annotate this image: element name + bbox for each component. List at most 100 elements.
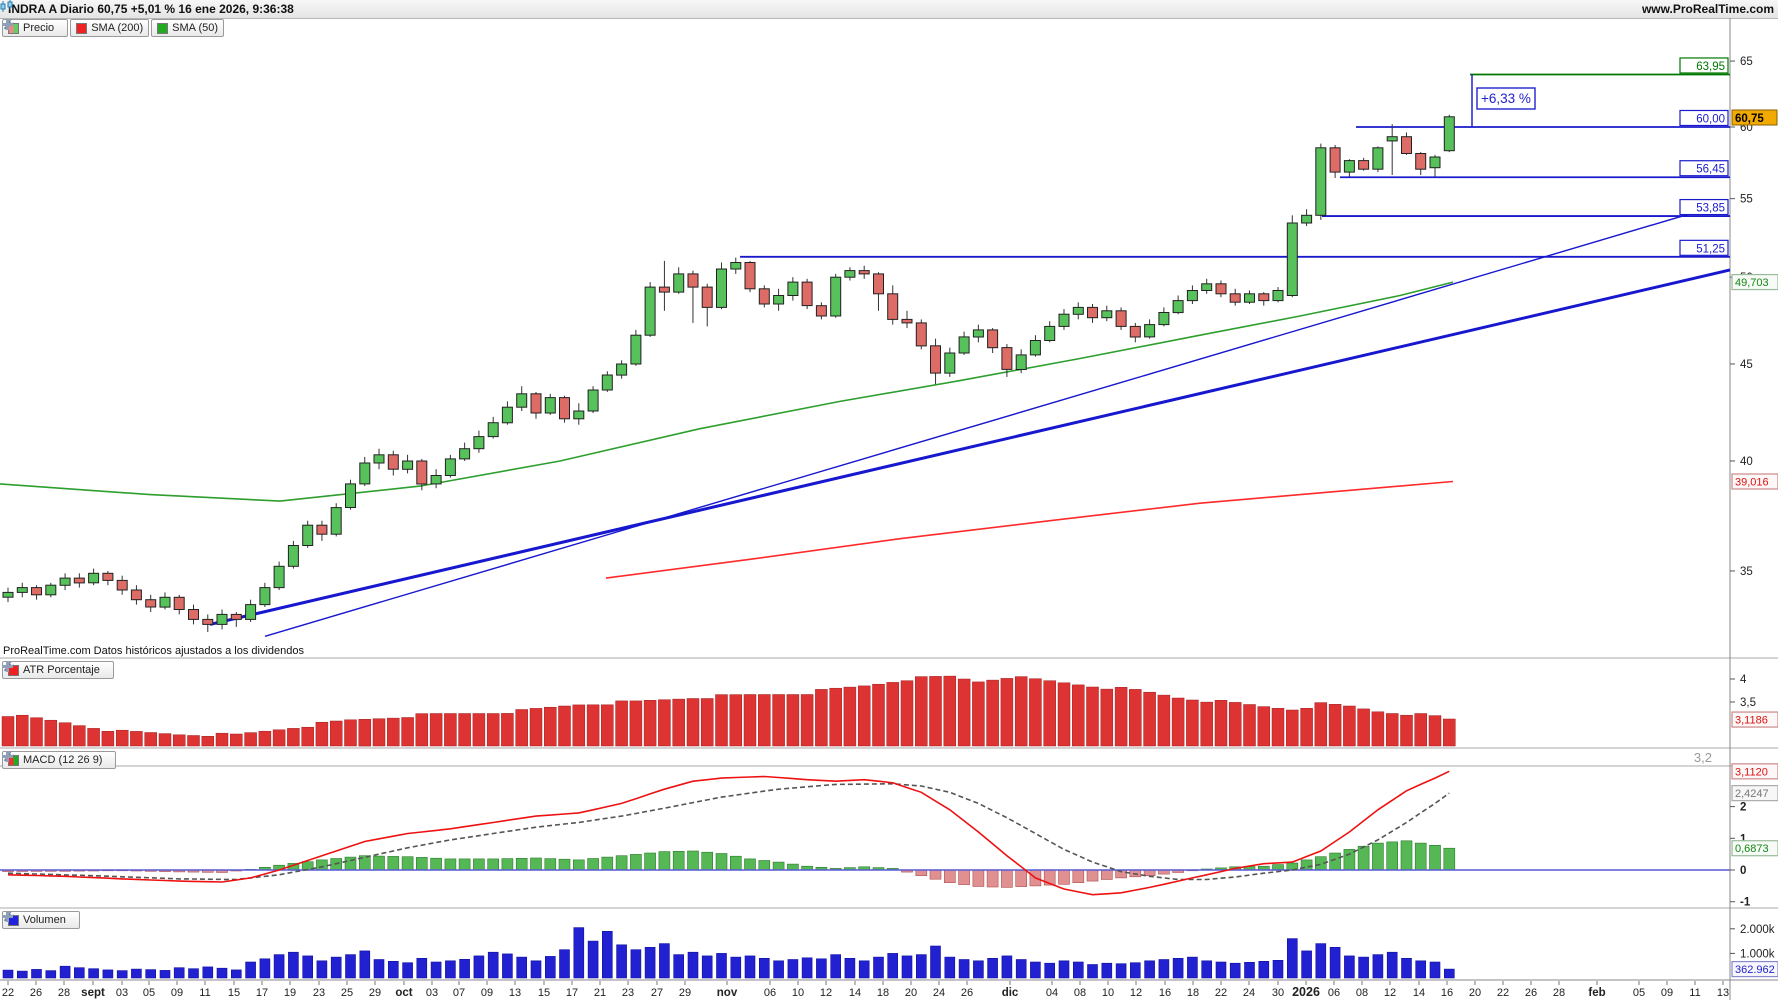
atr-bar: [144, 732, 157, 747]
svg-text:03: 03: [426, 987, 438, 999]
candle: [31, 587, 42, 596]
price-legend-chip[interactable]: Precio: [2, 19, 69, 37]
candle: [188, 609, 199, 620]
volume-bar: [16, 970, 28, 979]
candle: [987, 329, 999, 349]
candle: [259, 587, 271, 606]
candle: [1115, 310, 1127, 327]
volume-bar: [1087, 964, 1098, 979]
candle: [1315, 147, 1327, 216]
candle: [1087, 306, 1098, 319]
atr-bar: [772, 694, 785, 747]
svg-text:23: 23: [622, 987, 634, 999]
volume-bar: [1158, 959, 1170, 979]
candle: [402, 460, 414, 470]
atr-bar: [1300, 708, 1313, 747]
svg-text:29: 29: [369, 987, 381, 999]
atr-bar: [1414, 713, 1427, 747]
volume-bar: [59, 965, 71, 979]
macd-hist-bar: [515, 857, 528, 871]
volume-bar: [102, 969, 114, 979]
svg-text:25: 25: [341, 987, 353, 999]
atr-bar: [387, 717, 400, 747]
volume-bar: [1215, 961, 1227, 979]
macd-hist-bar: [487, 858, 500, 871]
macd-hist-bar: [401, 856, 414, 871]
atr-bar: [1200, 701, 1213, 747]
volume-bar: [1015, 959, 1027, 979]
volume-value-box: [1731, 960, 1778, 978]
atr-bar: [372, 718, 386, 747]
candle: [1215, 283, 1227, 295]
atr-bar: [101, 731, 115, 747]
svg-text:05: 05: [143, 987, 155, 999]
svg-text:28: 28: [58, 987, 70, 999]
atr-bar: [1043, 680, 1056, 747]
macd-hist-bar: [1357, 845, 1370, 871]
sma50-legend-label: SMA (50): [172, 22, 219, 34]
volume-bar: [1272, 959, 1284, 979]
volume-bar: [1358, 956, 1369, 979]
macd-hist-bar: [644, 852, 656, 871]
macd-hist-bar: [572, 859, 585, 871]
macd-hist-bar: [316, 859, 328, 871]
svg-text:12: 12: [1384, 987, 1396, 999]
candle: [173, 596, 185, 610]
macd-hist-bar: [444, 858, 457, 871]
trendline-thick[interactable]: [209, 268, 1731, 626]
volume-bar: [1101, 962, 1113, 979]
candle: [59, 577, 71, 586]
volume-bar: [1344, 955, 1355, 979]
macd-hist-bar: [458, 858, 471, 871]
volume-bar: [1301, 950, 1312, 979]
volume-bar: [1401, 957, 1412, 979]
atr-bar: [815, 689, 828, 747]
macd-hist-bar: [415, 857, 428, 871]
svg-text:19: 19: [284, 987, 296, 999]
volume-bar: [487, 951, 499, 979]
volume-bar: [231, 969, 242, 979]
volume-legend-chip[interactable]: Volumen: [2, 911, 80, 929]
trendline-thin[interactable]: [264, 213, 1691, 637]
svg-text:15: 15: [228, 987, 240, 999]
volume-bar: [430, 961, 442, 979]
chart-title: INDRA A Diario 60,75 +5,01 % 16 ene 2026…: [8, 2, 294, 16]
macd-hist-bar: [929, 869, 942, 880]
svg-text:13: 13: [1717, 987, 1729, 999]
svg-text:13: 13: [509, 987, 521, 999]
macd-hist-bar: [915, 869, 928, 876]
atr-bar: [601, 704, 614, 747]
atr-bar: [87, 728, 100, 747]
candle: [487, 422, 499, 438]
atr-bar: [515, 709, 528, 747]
sma50-legend-chip[interactable]: SMA (50): [151, 19, 225, 37]
candle: [815, 305, 827, 317]
volume-bar: [816, 958, 827, 979]
svg-text:sept: sept: [81, 987, 105, 999]
candle: [473, 436, 485, 450]
macd-legend-row: MACD (12 26 9): [2, 751, 117, 769]
candle: [1058, 313, 1070, 327]
atr-bar: [58, 722, 72, 747]
svg-text:14: 14: [1413, 987, 1425, 999]
svg-text:1: 1: [1740, 833, 1747, 845]
macd-legend-chip[interactable]: MACD (12 26 9): [2, 751, 117, 769]
svg-text:+6,33 %: +6,33 %: [1481, 91, 1531, 106]
atr-bar: [1129, 689, 1142, 747]
site-link[interactable]: www.ProRealTime.com: [1641, 2, 1774, 16]
measure-label-box[interactable]: [1476, 87, 1536, 110]
atr-bar: [715, 694, 728, 747]
level-label: [1679, 57, 1729, 74]
candle: [1001, 347, 1013, 370]
candle: [330, 507, 342, 535]
atr-bar: [544, 706, 557, 747]
atr-legend-chip[interactable]: ATR Porcentaje: [2, 661, 114, 679]
candle: [373, 454, 385, 464]
macd-hist-bar: [1001, 869, 1013, 888]
atr-bar: [1114, 687, 1128, 747]
volume-bar: [801, 957, 813, 979]
atr-bar: [943, 675, 957, 747]
signal-value-box: [1731, 785, 1778, 802]
atr-bar: [800, 694, 814, 747]
sma200-legend-chip[interactable]: SMA (200): [70, 19, 150, 37]
